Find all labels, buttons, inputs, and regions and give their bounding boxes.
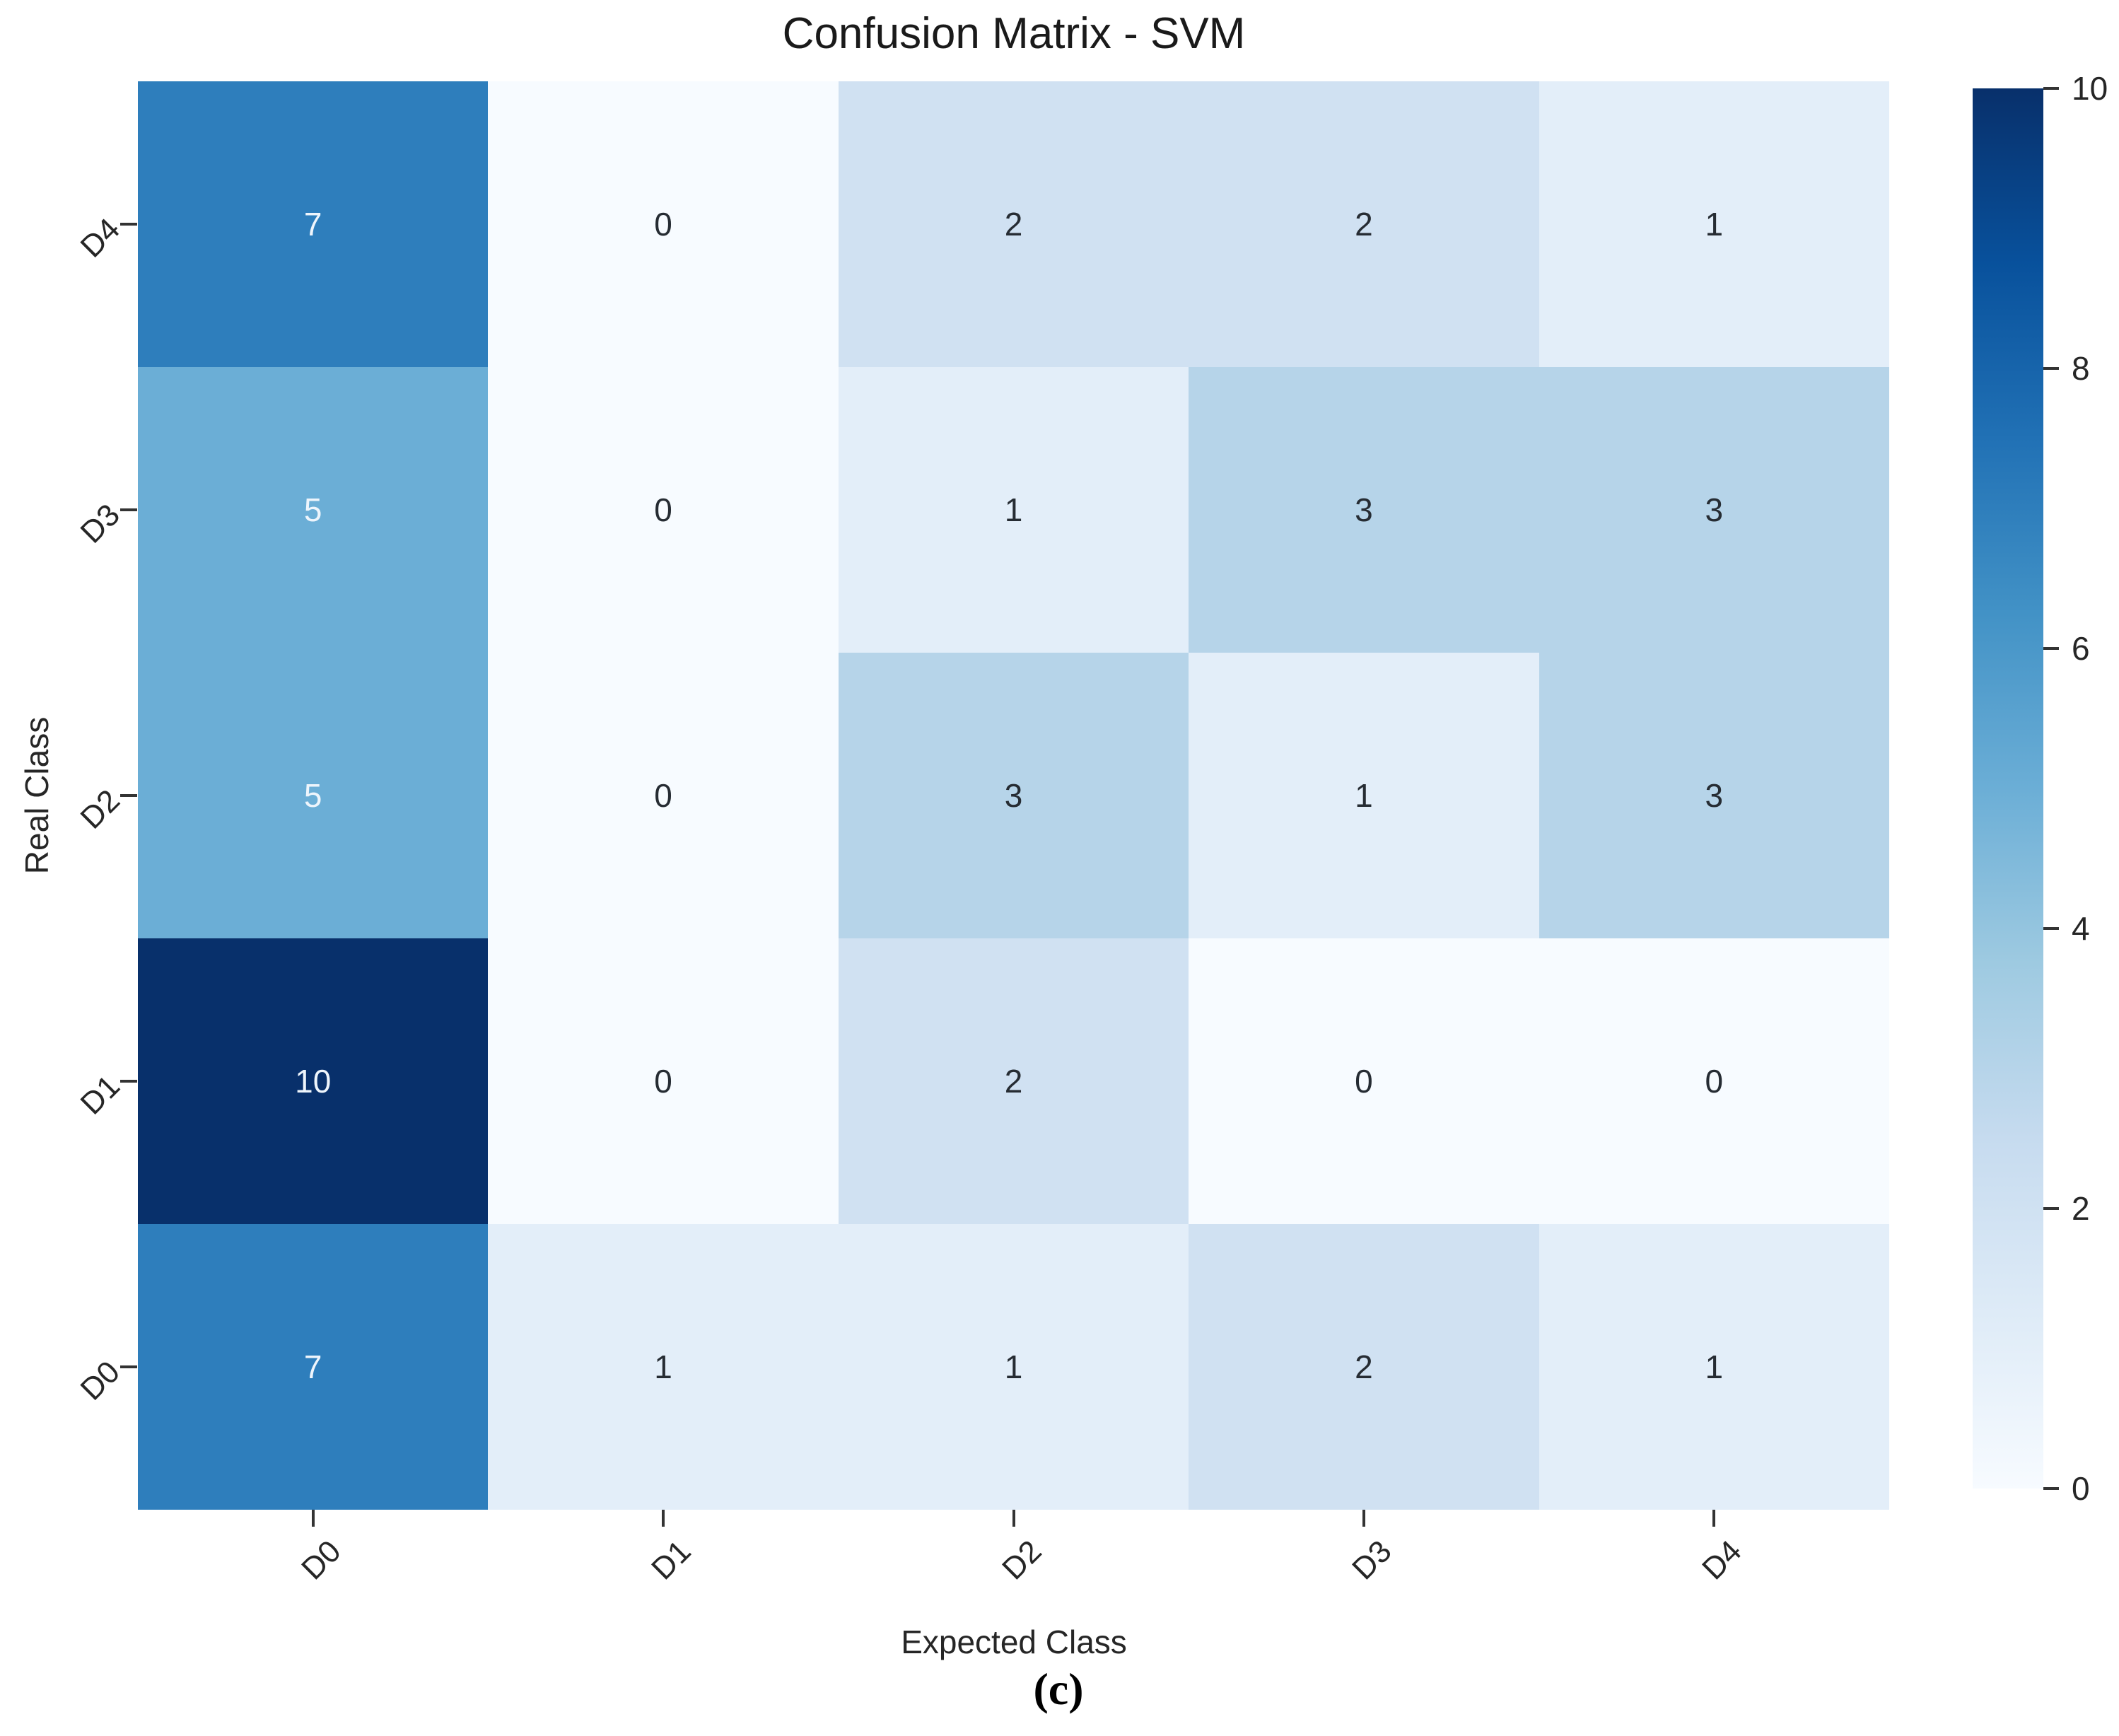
y-tick-mark	[120, 794, 137, 797]
x-tick-mark	[311, 1510, 315, 1527]
y-tick-label: D4	[74, 211, 127, 264]
y-tick-label: D1	[74, 1068, 127, 1122]
colorbar-tick-mark	[2043, 87, 2059, 90]
colorbar-tick-label: 0	[2072, 1470, 2090, 1507]
colorbar-tick-mark	[2043, 367, 2059, 370]
colorbar-tick-mark	[2043, 1487, 2059, 1490]
y-tick-label: D2	[74, 783, 127, 836]
heatmap-cell: 3	[1189, 367, 1539, 653]
heatmap-cell: 1	[1189, 653, 1539, 938]
colorbar-tick-label: 4	[2072, 910, 2090, 947]
y-axis-label: Real Class	[18, 716, 55, 875]
figure-caption: (c)	[1033, 1664, 1084, 1714]
heatmap-grid: 7 0 2 2 1 5 0 1 3 3 5 0 3 1 3 10 0 2 0 0 7 1 1 2 1	[138, 81, 1889, 1510]
x-tick-label: D1	[645, 1534, 698, 1587]
x-tick-mark	[662, 1510, 665, 1527]
colorbar-tick-label: 8	[2072, 350, 2090, 387]
heatmap-cell: 1	[488, 1224, 839, 1510]
heatmap-cell: 2	[1189, 1224, 1539, 1510]
heatmap-cell: 1	[838, 1224, 1189, 1510]
y-tick-mark	[120, 1080, 137, 1083]
heatmap-cell: 3	[1539, 367, 1889, 653]
heatmap-cell: 7	[138, 81, 489, 367]
heatmap-cell: 5	[138, 653, 489, 938]
heatmap-cell: 3	[1539, 653, 1889, 938]
heatmap-cell: 0	[488, 367, 839, 653]
y-tick-label: D0	[74, 1354, 127, 1407]
heatmap-cell: 3	[838, 653, 1189, 938]
colorbar-tick-label: 10	[2072, 70, 2108, 107]
heatmap-cell: 1	[1539, 1224, 1889, 1510]
heatmap-cell: 1	[838, 367, 1189, 653]
heatmap-cell: 10	[138, 938, 489, 1224]
heatmap-cell: 2	[1189, 81, 1539, 367]
colorbar-tick-mark	[2043, 927, 2059, 930]
heatmap-cell: 0	[1189, 938, 1539, 1224]
x-axis-label: Expected Class	[901, 1624, 1127, 1660]
x-tick-label: D0	[294, 1534, 348, 1587]
heatmap-cell: 0	[488, 81, 839, 367]
chart-title: Confusion Matrix - SVM	[782, 9, 1246, 58]
heatmap-cell: 0	[488, 653, 839, 938]
y-tick-label: D3	[74, 497, 127, 550]
heatmap-cell: 0	[1539, 938, 1889, 1224]
heatmap-cell: 1	[1539, 81, 1889, 367]
x-tick-mark	[1712, 1510, 1716, 1527]
x-tick-label: D3	[1345, 1534, 1399, 1587]
heatmap-cell: 2	[838, 81, 1189, 367]
colorbar-tick-label: 2	[2072, 1190, 2090, 1227]
heatmap-cell: 7	[138, 1224, 489, 1510]
y-tick-mark	[120, 1365, 137, 1368]
heatmap-cell: 2	[838, 938, 1189, 1224]
x-tick-label: D4	[1695, 1534, 1749, 1587]
heatmap-cell: 0	[488, 938, 839, 1224]
x-tick-mark	[1012, 1510, 1015, 1527]
x-tick-label: D2	[995, 1534, 1049, 1587]
colorbar-tick-label: 6	[2072, 630, 2090, 667]
colorbar-gradient	[1973, 88, 2043, 1489]
x-tick-mark	[1362, 1510, 1365, 1527]
y-tick-mark	[120, 223, 137, 226]
heatmap-cell: 5	[138, 367, 489, 653]
colorbar-tick-mark	[2043, 647, 2059, 650]
colorbar-tick-mark	[2043, 1207, 2059, 1210]
y-tick-mark	[120, 508, 137, 511]
